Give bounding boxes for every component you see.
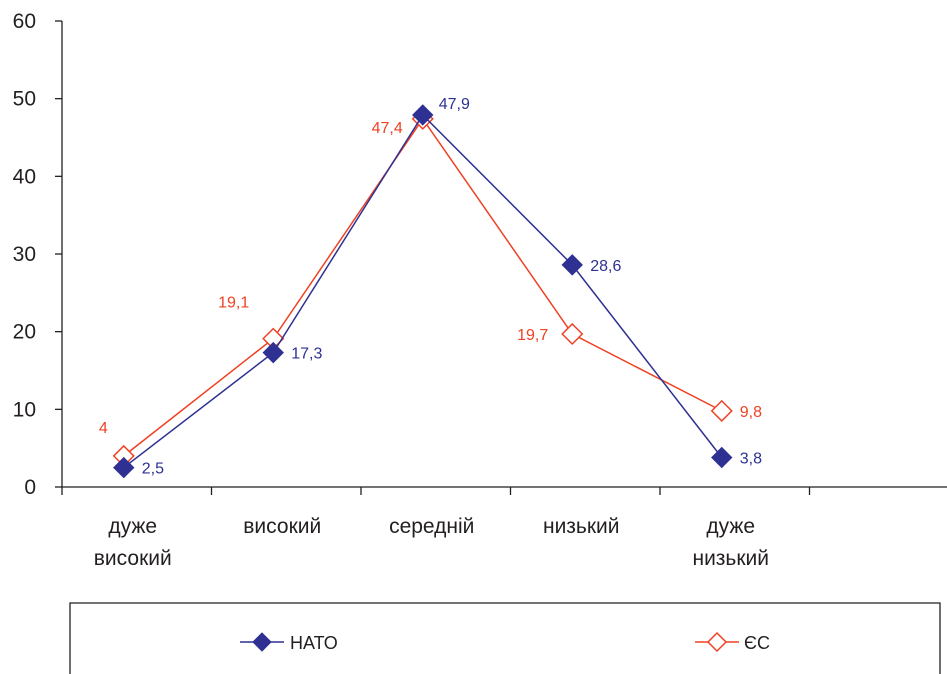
data-point xyxy=(710,399,733,422)
y-axis-ticks: 0 10 20 30 40 50 60 xyxy=(13,10,62,499)
legend-label: НАТО xyxy=(290,633,338,653)
legend-marker xyxy=(706,631,728,653)
data-point xyxy=(262,341,284,364)
y-tick-label: 50 xyxy=(13,88,36,111)
chart-legend: НАТО ЄС xyxy=(69,602,941,674)
y-tick-label: 30 xyxy=(13,243,36,266)
legend-item-nato: НАТО xyxy=(240,632,338,653)
data-point xyxy=(561,254,583,276)
data-label: 47,4 xyxy=(372,120,403,137)
data-label: 2,5 xyxy=(142,461,164,478)
series-line xyxy=(123,113,723,469)
legend-box xyxy=(69,602,941,674)
x-axis-categories: дуже високий високий середній низький дуже низ… xyxy=(61,487,811,570)
x-category-label: середній xyxy=(389,515,474,538)
x-category-label: низький xyxy=(543,515,620,538)
data-label: 28,6 xyxy=(590,258,621,275)
y-tick-label: 10 xyxy=(13,398,36,421)
data-point xyxy=(412,104,434,126)
data-label: 9,8 xyxy=(740,404,762,421)
data-point xyxy=(113,456,135,479)
legend-item-eu: ЄС xyxy=(695,631,770,653)
series-line xyxy=(123,117,723,457)
data-point xyxy=(711,446,733,469)
chart-series: 4 19,1 47,4 19,7 9,8 2,5 17,3 47,9 28,6 3,8 xyxy=(99,96,762,479)
x-category-label: дуже низький xyxy=(692,515,769,570)
y-tick-label: 60 xyxy=(13,10,36,33)
data-point xyxy=(561,322,584,346)
data-label: 47,9 xyxy=(439,96,470,113)
series-nato: 2,5 17,3 47,9 28,6 3,8 xyxy=(113,96,762,479)
y-tick-label: 0 xyxy=(24,476,36,499)
y-tick-label: 20 xyxy=(13,321,36,344)
data-label: 3,8 xyxy=(740,450,762,467)
data-label: 19,1 xyxy=(218,295,249,312)
legend-marker xyxy=(252,632,272,652)
data-label: 19,7 xyxy=(517,327,548,344)
data-label: 17,3 xyxy=(291,346,322,363)
chart-axes xyxy=(61,21,947,488)
y-tick-label: 40 xyxy=(13,165,36,188)
series-eu: 4 19,1 47,4 19,7 9,8 xyxy=(99,107,762,467)
x-category-label: високий xyxy=(243,515,321,538)
data-label: 4 xyxy=(99,420,108,437)
legend-label: ЄС xyxy=(744,633,770,653)
x-category-label: дуже високий xyxy=(94,515,172,570)
